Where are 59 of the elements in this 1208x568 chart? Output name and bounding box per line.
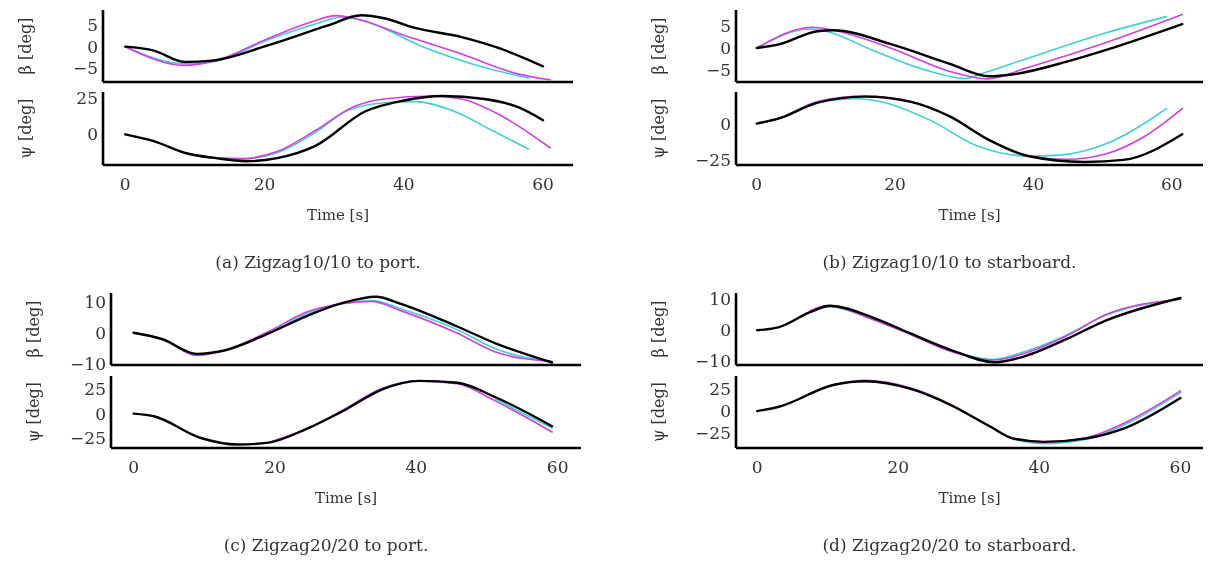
y-tick-label: 5 [720, 15, 731, 36]
line-series [124, 14, 545, 68]
line-series [809, 298, 1182, 361]
text: (d) Zigzag20/20 to starboard. [822, 535, 1077, 555]
text: (b) Zigzag10/10 to starboard. [822, 252, 1077, 272]
y-axis-title: ψ [deg] [24, 381, 43, 443]
y-tick-label: 5 [87, 14, 98, 35]
x-tick-label: 40 [1022, 174, 1045, 194]
x-tick-label: 0 [119, 174, 131, 194]
y-tick-label: 0 [87, 36, 98, 57]
y-tick-label: 25 [709, 379, 731, 400]
x-tick-label: 20 [884, 174, 906, 194]
line-series [124, 94, 545, 163]
y-tick-label: −25 [70, 427, 106, 448]
text: (c) Zigzag20/20 to port. [223, 535, 429, 555]
y-axis-title: β [deg] [16, 17, 35, 75]
x-tick-label: 20 [264, 457, 286, 477]
y-tick-label: 0 [720, 320, 731, 341]
y-tick-label: 0 [95, 403, 106, 424]
y-tick-label: 0 [720, 401, 731, 422]
y-tick-label: 0 [95, 322, 106, 343]
x-tick-label: 60 [546, 457, 569, 477]
y-tick-label: 10 [84, 291, 106, 312]
y-tick-label: 0 [720, 113, 731, 134]
y-tick-label: −10 [695, 351, 731, 372]
x-tick-label: 20 [253, 174, 276, 194]
y-axis-title: ψ [deg] [649, 98, 668, 159]
y-tick-label: 0 [720, 37, 731, 58]
x-axis-title: Time [s] [938, 206, 1001, 224]
y-axis-title: β [deg] [649, 17, 668, 75]
y-tick-label: 25 [84, 379, 106, 400]
x-tick-label: 60 [1169, 457, 1192, 477]
line-series [755, 380, 1182, 444]
y-axis-title: ψ [deg] [649, 381, 668, 443]
x-tick-label: 0 [128, 457, 140, 477]
y-axis-title: ψ [deg] [16, 98, 35, 159]
x-tick-label: 40 [1028, 457, 1051, 477]
x-tick-label: 40 [392, 174, 415, 194]
x-tick-label: 60 [1161, 174, 1183, 194]
y-tick-label: −5 [705, 60, 731, 81]
y-tick-label: −10 [70, 353, 106, 374]
y-tick-label: 25 [76, 87, 98, 108]
y-axis-title: β [deg] [24, 300, 43, 358]
x-axis-title: Time [s] [306, 206, 370, 224]
x-axis-title: Time [s] [938, 489, 1001, 507]
y-axis-title: β [deg] [649, 300, 668, 358]
y-tick-label: 0 [87, 124, 98, 145]
x-tick-label: 40 [405, 457, 428, 477]
y-tick-label: 10 [709, 289, 731, 310]
y-tick-label: −25 [695, 149, 731, 170]
y-tick-label: −25 [695, 423, 731, 444]
text: (a) Zigzag10/10 to port. [215, 252, 421, 272]
x-tick-label: 20 [887, 457, 910, 477]
y-tick-label: −5 [72, 58, 98, 79]
x-tick-label: 60 [532, 174, 554, 194]
x-tick-label: 0 [751, 174, 763, 194]
x-axis-title: Time [s] [314, 489, 378, 507]
line-series [755, 22, 1184, 78]
x-tick-label: 0 [751, 457, 763, 477]
